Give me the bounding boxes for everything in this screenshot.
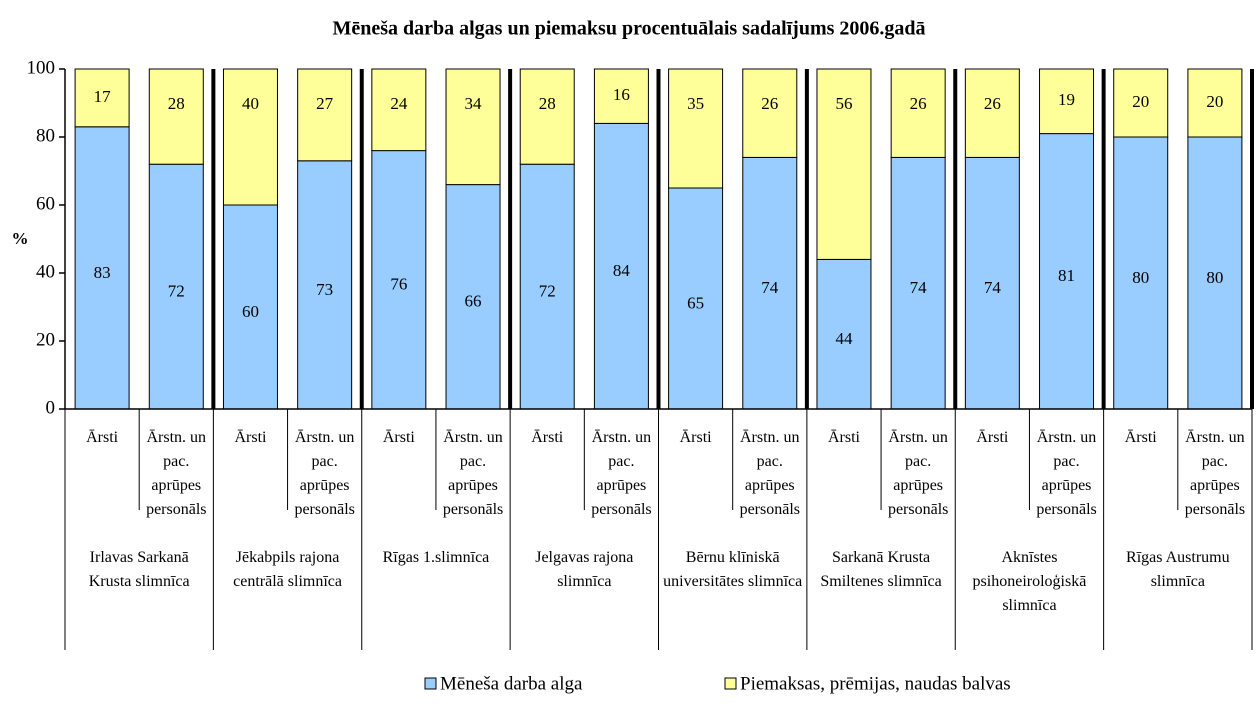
data-label: 73 bbox=[316, 280, 333, 299]
y-axis-label: % bbox=[12, 229, 29, 248]
x-tick-label: Ārsti bbox=[234, 429, 267, 446]
data-label: 34 bbox=[465, 94, 483, 113]
data-label: 17 bbox=[94, 87, 112, 106]
group-label: Irlavas Sarkanā Krusta slimnīca bbox=[88, 549, 190, 590]
x-tick-label: Ārstn. un pac. aprūpes personāls bbox=[591, 429, 652, 518]
data-label: 74 bbox=[910, 278, 928, 297]
data-label: 27 bbox=[316, 94, 334, 113]
x-tick-label: Ārstn. un pac. aprūpes personāls bbox=[739, 429, 800, 518]
group-label: Rīgas 1.slimnīca bbox=[382, 549, 490, 566]
group-label: Jēkabpils rajona centrālā slimnīca bbox=[233, 549, 342, 590]
x-tick-label: Ārstn. un pac. aprūpes personāls bbox=[1184, 429, 1246, 518]
data-label: 28 bbox=[539, 94, 556, 113]
bar-segment bbox=[371, 150, 427, 410]
bar-segment bbox=[964, 68, 1020, 158]
legend-label: Mēneša darba alga bbox=[440, 673, 583, 694]
data-label: 26 bbox=[910, 94, 927, 113]
bar-segment bbox=[593, 68, 649, 124]
data-label: 80 bbox=[1132, 268, 1149, 287]
data-label: 74 bbox=[761, 278, 779, 297]
bar-segment bbox=[890, 156, 946, 410]
data-label: 76 bbox=[390, 275, 407, 294]
bar-segment bbox=[742, 156, 798, 410]
bar-segment bbox=[148, 163, 204, 410]
y-tick-label: 40 bbox=[36, 261, 55, 282]
x-tick-label: Ārstn. un pac. aprūpes personāls bbox=[1036, 429, 1097, 518]
data-label: 60 bbox=[242, 302, 259, 321]
bar-segment bbox=[74, 68, 130, 128]
bar-segment bbox=[297, 68, 353, 162]
y-tick-label: 80 bbox=[36, 125, 55, 146]
bar-segment bbox=[593, 122, 649, 410]
data-label: 44 bbox=[835, 329, 853, 348]
bar-segment bbox=[668, 68, 724, 189]
x-tick-label: Ārsti bbox=[531, 429, 564, 446]
bar-segment bbox=[148, 68, 204, 165]
x-tick-label: Ārstn. un pac. aprūpes personāls bbox=[294, 429, 355, 518]
data-label: 26 bbox=[761, 94, 778, 113]
y-tick-label: 60 bbox=[36, 193, 55, 214]
y-tick-label: 100 bbox=[27, 57, 56, 78]
data-label: 74 bbox=[984, 278, 1002, 297]
group-label: Bērnu klīniskā universitātes slimnīca bbox=[663, 549, 803, 590]
y-tick-label: 20 bbox=[36, 329, 55, 350]
data-label: 84 bbox=[613, 261, 631, 280]
data-label: 80 bbox=[1206, 268, 1223, 287]
data-label: 28 bbox=[168, 94, 185, 113]
bar-segment bbox=[519, 68, 575, 165]
x-tick-label: Ārsti bbox=[827, 429, 860, 446]
data-label: 40 bbox=[242, 94, 259, 113]
bar-segment bbox=[816, 258, 872, 410]
bar-segment bbox=[297, 160, 353, 410]
data-label: 16 bbox=[613, 85, 630, 104]
legend-swatch bbox=[724, 677, 737, 690]
data-label: 83 bbox=[94, 263, 111, 282]
bar-segment bbox=[445, 68, 501, 186]
x-tick-label: Ārsti bbox=[382, 429, 415, 446]
bar-segment bbox=[964, 156, 1020, 410]
x-tick-label: Ārsti bbox=[86, 429, 119, 446]
bar-segment bbox=[890, 68, 946, 158]
x-tick-label: Ārsti bbox=[976, 429, 1009, 446]
data-label: 72 bbox=[539, 282, 556, 301]
legend-swatch bbox=[424, 677, 437, 690]
y-tick-label: 0 bbox=[46, 397, 56, 418]
data-label: 19 bbox=[1058, 90, 1075, 109]
data-label: 26 bbox=[984, 94, 1001, 113]
bar-segment bbox=[1113, 68, 1169, 138]
data-label: 72 bbox=[168, 282, 185, 301]
bar-segment bbox=[1187, 136, 1243, 410]
data-label: 24 bbox=[390, 94, 408, 113]
x-tick-label: Ārsti bbox=[679, 429, 712, 446]
bar-segment bbox=[1039, 133, 1095, 410]
bar-segment bbox=[445, 184, 501, 410]
bar-segment bbox=[1039, 68, 1095, 135]
x-tick-label: Ārstn. un pac. aprūpes personāls bbox=[442, 429, 504, 518]
group-label: Sarkanā Krusta Smiltenes slimnīca bbox=[820, 549, 942, 590]
data-label: 35 bbox=[687, 94, 704, 113]
bar-segment bbox=[222, 68, 278, 206]
x-tick-label: Ārstn. un pac. aprūpes personāls bbox=[146, 429, 207, 518]
bar-segment bbox=[371, 68, 427, 152]
chart-title: Mēneša darba algas un piemaksu procentuā… bbox=[332, 18, 925, 40]
data-label: 20 bbox=[1206, 92, 1223, 111]
bar-segment bbox=[816, 68, 872, 260]
data-label: 65 bbox=[687, 293, 704, 312]
group-label: Rīgas Austrumu slimnīca bbox=[1126, 549, 1230, 590]
data-label: 56 bbox=[835, 94, 852, 113]
group-label: Jelgavas rajona slimnīca bbox=[535, 549, 634, 590]
bar-segment bbox=[742, 68, 798, 158]
data-label: 81 bbox=[1058, 266, 1075, 285]
bar-segment bbox=[1187, 68, 1243, 138]
data-label: 20 bbox=[1132, 92, 1149, 111]
data-label: 66 bbox=[465, 292, 482, 311]
legend-label: Piemaksas, prēmijas, naudas balvas bbox=[740, 673, 1011, 694]
group-label: Aknīstes psihoneiroloģiskā slimnīca bbox=[972, 549, 1087, 614]
x-tick-label: Ārsti bbox=[1124, 429, 1157, 446]
x-tick-label: Ārstn. un pac. aprūpes personāls bbox=[887, 429, 949, 518]
